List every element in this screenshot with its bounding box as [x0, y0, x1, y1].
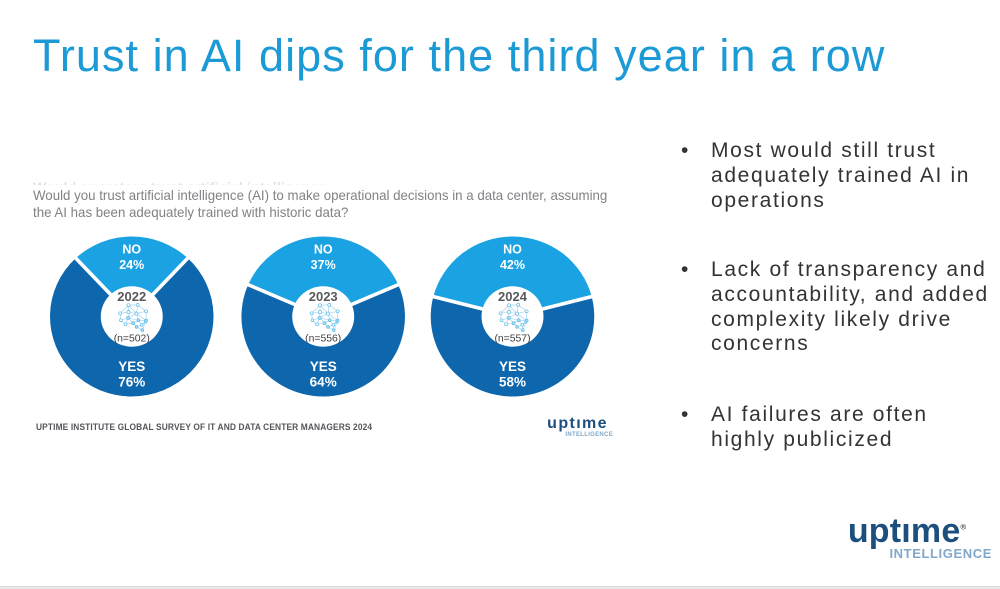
svg-text:2024: 2024: [498, 289, 528, 304]
svg-text:76%: 76%: [118, 375, 145, 390]
svg-text:NO: NO: [122, 243, 141, 257]
svg-text:24%: 24%: [119, 258, 144, 272]
svg-text:NO: NO: [314, 243, 333, 257]
svg-text:(n=502): (n=502): [114, 334, 150, 345]
svg-text:42%: 42%: [500, 258, 525, 272]
svg-text:YES: YES: [118, 359, 145, 374]
svg-text:(n=557): (n=557): [494, 334, 530, 345]
svg-text:YES: YES: [499, 359, 526, 374]
svg-text:YES: YES: [310, 359, 337, 374]
svg-text:37%: 37%: [311, 258, 336, 272]
svg-text:2023: 2023: [309, 289, 338, 304]
svg-text:(n=556): (n=556): [305, 334, 341, 345]
svg-text:2022: 2022: [117, 289, 146, 304]
svg-text:NO: NO: [503, 243, 522, 257]
svg-text:58%: 58%: [499, 375, 526, 390]
svg-text:64%: 64%: [310, 375, 337, 390]
